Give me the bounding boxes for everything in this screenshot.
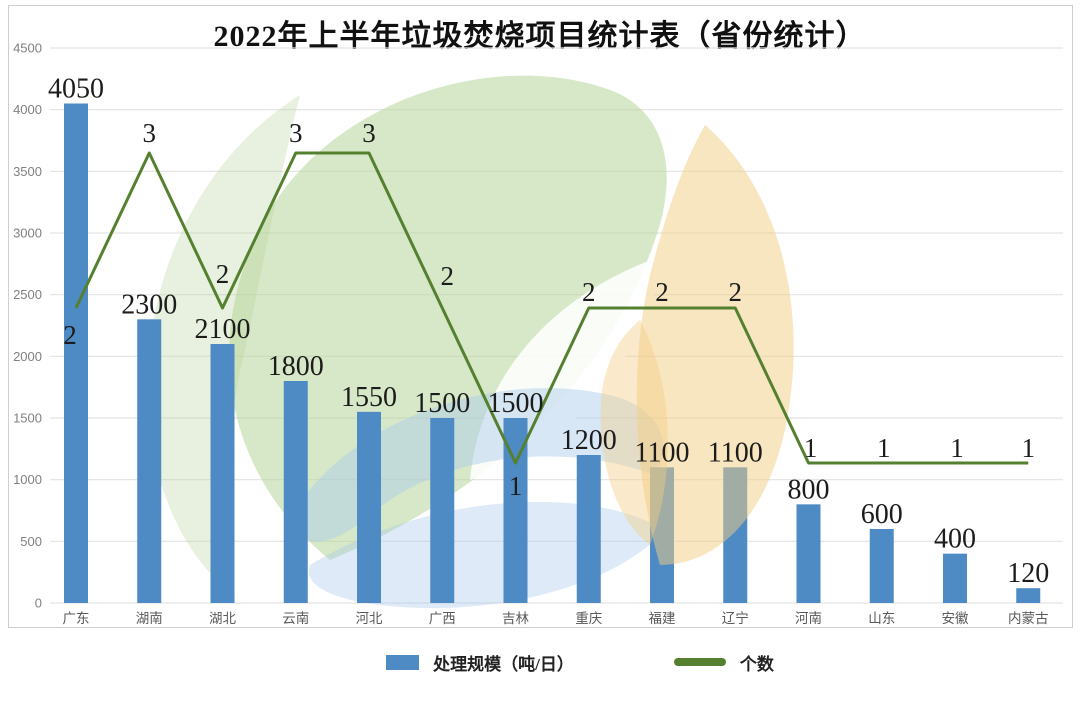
- y-tick-500: 500: [20, 534, 42, 549]
- x-tick-云南: 云南: [282, 611, 309, 626]
- bar-value-广西: 1500: [414, 388, 470, 419]
- bar-广西: [430, 418, 455, 603]
- bar-安徽: [943, 553, 967, 603]
- bar-value-福建: 1100: [635, 437, 690, 468]
- watermark-yellow-leaf: [600, 125, 794, 565]
- bar-value-重庆: 1200: [561, 425, 617, 456]
- watermark-blue-swoosh-lower: [308, 501, 665, 609]
- bar-value-吉林: 1500: [488, 388, 544, 419]
- y-tick-3500: 3500: [13, 164, 42, 179]
- count-value-吉林: 1: [509, 471, 523, 501]
- count-value-辽宁: 2: [729, 277, 743, 307]
- x-tick-山东: 山东: [868, 611, 895, 626]
- count-value-福建: 2: [655, 277, 669, 307]
- bar-云南: [283, 381, 308, 603]
- count-value-内蒙古: 1: [1022, 433, 1036, 463]
- bar-value-云南: 1800: [268, 351, 324, 382]
- y-tick-4000: 4000: [13, 102, 42, 117]
- x-tick-辽宁: 辽宁: [722, 610, 749, 626]
- legend-bar-swatch: [386, 654, 420, 670]
- x-tick-内蒙古: 内蒙古: [1008, 611, 1049, 626]
- count-value-山东: 1: [877, 433, 891, 463]
- bar-山东: [869, 529, 894, 603]
- x-tick-重庆: 重庆: [575, 611, 602, 626]
- bar-湖南: [137, 319, 162, 603]
- count-value-河北: 3: [362, 118, 376, 148]
- watermark-blue-swoosh-upper: [292, 388, 664, 542]
- y-tick-3000: 3000: [13, 226, 42, 241]
- bar-内蒙古: [1016, 588, 1041, 603]
- axis-labels: 0 500 1000 1500 2000 2500 3000 3500 4000 4500 广东 湖南…: [13, 41, 1048, 627]
- count-value-重庆: 2: [582, 277, 596, 307]
- x-tick-湖北: 湖北: [209, 611, 236, 626]
- bar-广东: [64, 103, 88, 603]
- count-value-广东: 2: [63, 320, 77, 350]
- bar-value-安徽: 400: [934, 524, 976, 555]
- bar-湖北: [210, 344, 235, 603]
- x-tick-河北: 河北: [356, 611, 383, 626]
- bar-value-山东: 600: [861, 499, 903, 530]
- count-value-云南: 3: [289, 118, 303, 148]
- count-line-series: [74, 151, 1029, 465]
- bar-value-湖南: 2300: [121, 289, 177, 320]
- x-tick-广西: 广西: [429, 611, 456, 626]
- count-line: [74, 151, 1029, 465]
- watermark-yellow-leaf-main: [636, 125, 794, 565]
- count-value-广西: 2: [441, 261, 455, 291]
- bar-value-河南: 800: [788, 474, 830, 505]
- x-tick-安徽: 安徽: [942, 611, 970, 626]
- y-tick-0: 0: [35, 596, 42, 611]
- x-tick-吉林: 吉林: [502, 611, 530, 626]
- x-tick-福建: 福建: [649, 611, 676, 626]
- y-tick-2000: 2000: [13, 349, 42, 364]
- count-value-安徽: 1: [950, 433, 964, 463]
- bar-河北: [357, 411, 381, 603]
- bar-value-辽宁: 1100: [708, 437, 763, 468]
- bar-value-湖北: 2100: [195, 314, 251, 345]
- legend-line-swatch: [673, 658, 726, 666]
- bar-value-内蒙古: 120: [1007, 558, 1049, 589]
- x-tick-河南: 河南: [795, 611, 822, 626]
- y-tick-1000: 1000: [13, 472, 42, 487]
- y-tick-4500: 4500: [13, 41, 42, 56]
- bar-河南: [796, 504, 821, 603]
- x-tick-湖南: 湖南: [136, 611, 163, 626]
- chart-legend: 处理规模（吨/日） 个数: [40, 649, 1080, 675]
- bar-重庆: [576, 455, 601, 603]
- y-tick-2500: 2500: [13, 287, 42, 302]
- count-value-湖北: 2: [216, 259, 230, 289]
- count-value-湖南: 3: [143, 118, 157, 148]
- watermark-yellow-leaf-lobe: [600, 320, 668, 545]
- x-tick-广东: 广东: [63, 611, 90, 626]
- bar-value-广东: 4050: [48, 74, 104, 105]
- legend-bar-label: 处理规模（吨/日）: [433, 654, 574, 674]
- bar-value-河北: 1550: [341, 382, 397, 413]
- legend-line-label: 个数: [739, 654, 774, 674]
- count-value-河南: 1: [804, 433, 818, 463]
- y-tick-1500: 1500: [13, 411, 42, 426]
